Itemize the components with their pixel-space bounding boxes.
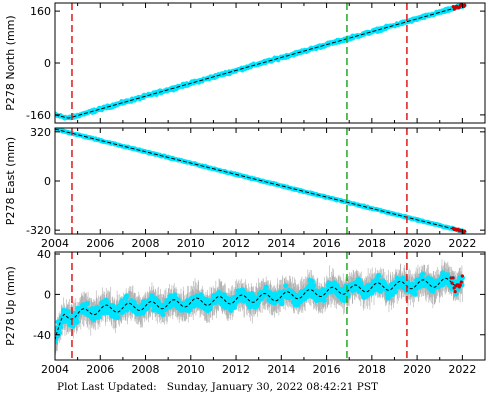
x-tick-label: 2010 xyxy=(177,363,205,376)
data-point xyxy=(100,310,106,316)
recent-points xyxy=(449,274,464,294)
y-axis-label: P278 East (mm) xyxy=(4,137,17,225)
x-tick-label: 2014 xyxy=(267,363,295,376)
data-point xyxy=(65,309,71,315)
x-tick-label: 2004 xyxy=(41,237,69,250)
data-point xyxy=(428,276,434,282)
x-tick-label: 2008 xyxy=(132,363,160,376)
data-point xyxy=(85,300,91,306)
data-point xyxy=(356,276,362,282)
data-point xyxy=(140,310,146,316)
model-line xyxy=(55,277,463,340)
recent-point xyxy=(451,276,455,280)
plot-updated-footer: Plot Last Updated: Sunday, January 30, 2… xyxy=(57,381,378,393)
x-tick-label: 2016 xyxy=(313,363,341,376)
data-point xyxy=(309,278,315,284)
data-point xyxy=(57,324,64,330)
data-point xyxy=(419,271,426,277)
y-tick-label: -40 xyxy=(33,329,51,342)
x-tick-label: 2020 xyxy=(403,237,431,250)
data-point xyxy=(231,304,238,310)
data-point xyxy=(263,284,269,290)
footer-timestamp: Sunday, January 30, 2022 08:42:21 PST xyxy=(166,381,379,393)
data-point xyxy=(198,292,204,298)
data-point xyxy=(110,302,116,309)
x-tick-label: 2022 xyxy=(448,363,476,376)
scatter-series xyxy=(55,3,467,121)
x-tick-label: 2018 xyxy=(358,363,386,376)
up-panel: 2004 2006 2008 2010 2012 2014 2016 2018 2020 2022… xyxy=(4,248,486,376)
x-tick-label: 2006 xyxy=(86,363,114,376)
y-tick-label: -320 xyxy=(26,224,51,237)
y-tick-label: -160 xyxy=(26,109,51,122)
data-point xyxy=(96,314,102,320)
recent-point xyxy=(460,274,464,278)
y-axis-label: P278 Up (mm) xyxy=(4,266,17,346)
data-point xyxy=(283,283,289,289)
data-point xyxy=(412,291,418,297)
data-point xyxy=(115,314,121,321)
y-tick-label: 0 xyxy=(44,57,51,70)
x-tick-label: 2012 xyxy=(222,237,250,250)
recent-point xyxy=(453,290,457,294)
data-point xyxy=(273,292,279,298)
recent-point xyxy=(463,3,467,7)
x-tick-label: 2004 xyxy=(41,363,69,376)
data-point xyxy=(160,311,166,317)
y-tick-label: 0 xyxy=(44,288,51,301)
model-line xyxy=(55,4,465,119)
footer-prefix: Plot Last Updated: xyxy=(57,381,157,393)
recent-point xyxy=(463,229,467,233)
data-point xyxy=(131,299,137,306)
recent-point xyxy=(459,280,463,284)
x-tick-label: 2012 xyxy=(222,363,250,376)
data-point xyxy=(119,298,125,304)
plot-area xyxy=(55,128,467,234)
y-tick-label: 320 xyxy=(30,126,51,139)
x-tick-label: 2008 xyxy=(132,237,160,250)
x-tick-label: 2006 xyxy=(86,237,114,250)
plot-area xyxy=(55,259,465,356)
x-tick-label: 2022 xyxy=(448,237,476,250)
axes-frame xyxy=(54,251,486,361)
x-tick-label: 2010 xyxy=(177,237,205,250)
east-panel: 2004 2006 2008 2010 2012 2014 2016 2018 2020 2022… xyxy=(4,126,486,250)
recent-point xyxy=(452,286,456,290)
plot-area xyxy=(55,3,467,121)
data-point xyxy=(321,297,327,303)
north-panel: -160 0 160 P278 North (mm) xyxy=(4,2,486,124)
data-point xyxy=(279,300,285,307)
x-tick-label: 2020 xyxy=(403,363,431,376)
data-point xyxy=(392,289,398,295)
y-tick-label: 40 xyxy=(37,248,51,261)
data-point xyxy=(440,270,446,276)
x-tick-label: 2014 xyxy=(267,237,295,250)
data-point xyxy=(297,298,304,305)
y-axis-label: P278 North (mm) xyxy=(4,15,17,110)
data-point xyxy=(124,307,130,313)
model-line xyxy=(55,128,465,233)
data-point xyxy=(311,283,317,289)
data-point xyxy=(56,330,63,336)
y-tick-label: 0 xyxy=(44,175,51,188)
data-point xyxy=(320,286,326,293)
x-tick-label: 2018 xyxy=(358,237,386,250)
data-point xyxy=(228,307,234,313)
data-point xyxy=(221,292,227,298)
data-point xyxy=(123,293,130,299)
x-tick-label: 2016 xyxy=(313,237,341,250)
y-tick-label: 160 xyxy=(30,5,51,18)
data-point xyxy=(187,305,193,311)
data-point xyxy=(375,272,382,279)
recent-point xyxy=(450,281,454,285)
recent-point xyxy=(458,283,462,287)
data-point xyxy=(74,319,80,325)
